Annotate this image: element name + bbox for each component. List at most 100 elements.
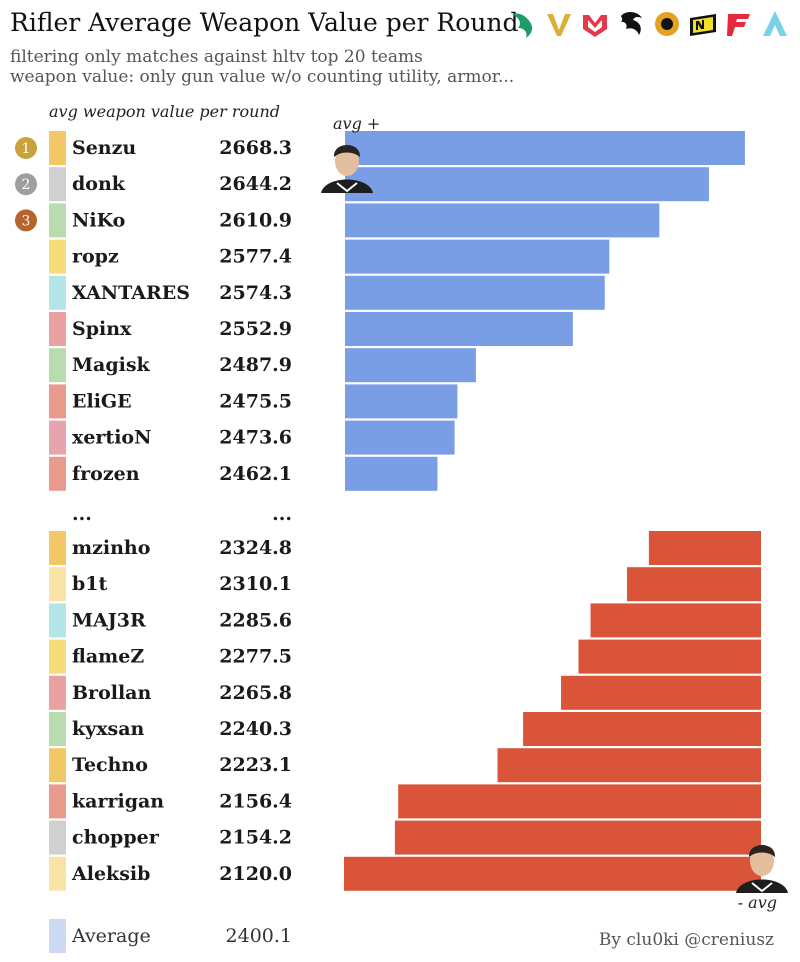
player-name: EliGE: [72, 390, 132, 412]
player-name: MAJ3R: [72, 609, 146, 631]
player-name: b1t: [72, 573, 108, 595]
team-color-swatch: [49, 567, 66, 602]
player-value: 2487.9: [219, 354, 292, 376]
falcons-logo: [512, 13, 533, 38]
player-name: Techno: [72, 754, 148, 776]
average-value: 2400.1: [226, 925, 292, 947]
player-name: Brollan: [72, 682, 151, 704]
team-color-swatch: [49, 675, 66, 710]
bar: [398, 784, 761, 819]
team-color-swatch: [49, 203, 66, 238]
column-header: avg weapon value per round: [49, 102, 281, 121]
average-label: Average: [71, 925, 151, 947]
player-name: kyxsan: [72, 718, 145, 740]
bar: [561, 675, 761, 710]
rank-number: 2: [22, 177, 31, 193]
player-value: 2574.3: [219, 282, 292, 304]
bar: [345, 348, 476, 383]
player-name: XANTARES: [72, 282, 190, 304]
bar: [345, 420, 455, 455]
player-name: xertioN: [72, 427, 151, 449]
player-name: mzinho: [72, 537, 150, 559]
player-name: frozen: [72, 463, 140, 485]
team-color-swatch: [49, 239, 66, 274]
bar: [648, 531, 761, 565]
player-name: chopper: [72, 827, 160, 849]
bar: [345, 456, 438, 491]
player-value: 2154.2: [219, 827, 292, 849]
team-color-swatch: [49, 131, 66, 165]
rank-badge: [15, 173, 37, 196]
player-name: Aleksib: [71, 863, 150, 885]
team-color-swatch: [49, 312, 66, 346]
bar: [523, 712, 761, 746]
vitality-logo: [547, 14, 571, 36]
ellipsis-value: ...: [272, 503, 292, 525]
bar: [345, 239, 610, 274]
chart-title: Rifler Average Weapon Value per Round: [10, 8, 519, 37]
team-color-swatch: [49, 820, 66, 855]
player-value: 2668.3: [219, 137, 292, 159]
player-value: 2473.6: [219, 427, 292, 449]
ellipsis-name: ...: [72, 503, 92, 525]
player-value: 2462.1: [219, 463, 292, 485]
player-value: 2310.1: [219, 573, 292, 595]
chart-subtitle-filter: filtering only matches against hltv top …: [10, 47, 423, 67]
team-color-swatch: [49, 856, 66, 891]
player-value: 2577.4: [219, 246, 292, 268]
player-name: Senzu: [72, 137, 136, 159]
bar: [345, 275, 605, 310]
bar: [578, 639, 761, 674]
team-color-swatch: [49, 348, 66, 383]
team-color-swatch: [49, 275, 66, 310]
player-value: 2277.5: [219, 646, 292, 668]
team-color-swatch: [49, 639, 66, 674]
team-color-swatch: [49, 167, 66, 202]
player-value: 2610.9: [219, 209, 292, 231]
player-name: NiKo: [72, 209, 125, 231]
player-name: ropz: [72, 246, 119, 268]
bar: [345, 384, 458, 419]
chart-subtitle-definition: weapon value: only gun value w/o countin…: [10, 67, 515, 87]
player-name: donk: [72, 173, 126, 195]
bar: [345, 203, 660, 238]
player-value: 2240.3: [219, 718, 292, 740]
player-name: Spinx: [72, 318, 132, 340]
annotation-below-avg: - avg: [738, 893, 777, 912]
player-name: Magisk: [72, 354, 151, 376]
navi-logo: [690, 14, 716, 36]
team-color-swatch: [49, 384, 66, 419]
rank-number: 1: [22, 141, 31, 157]
mongolz-logo: [655, 12, 679, 36]
liquid-logo: [763, 11, 787, 36]
bar: [345, 131, 745, 165]
team-color-swatch: [49, 748, 66, 783]
player-photo-bottom: [736, 845, 788, 893]
player-name: karrigan: [72, 790, 164, 812]
bar: [344, 856, 761, 891]
mouz-logo: [583, 15, 607, 37]
player-value: 2475.5: [219, 390, 292, 412]
faze-logo: [727, 14, 750, 36]
bar: [627, 567, 761, 602]
bar: [345, 312, 573, 346]
team-color-swatch: [49, 456, 66, 491]
player-value: 2265.8: [219, 682, 292, 704]
player-name: flameZ: [72, 646, 144, 668]
player-value: 2324.8: [219, 537, 292, 559]
bar: [497, 748, 761, 783]
bar: [590, 603, 761, 638]
team-color-swatch: [49, 420, 66, 455]
team-color-swatch: [49, 712, 66, 746]
player-value: 2156.4: [219, 790, 292, 812]
rank-badge: [15, 209, 37, 232]
player-value: 2120.0: [219, 863, 292, 885]
player-value: 2644.2: [219, 173, 292, 195]
player-value: 2552.9: [219, 318, 292, 340]
team-color-swatch: [49, 603, 66, 638]
bar: [394, 820, 761, 855]
spirit-logo: [621, 12, 642, 35]
team-color-swatch: [49, 531, 66, 565]
team-color-swatch: [49, 784, 66, 819]
